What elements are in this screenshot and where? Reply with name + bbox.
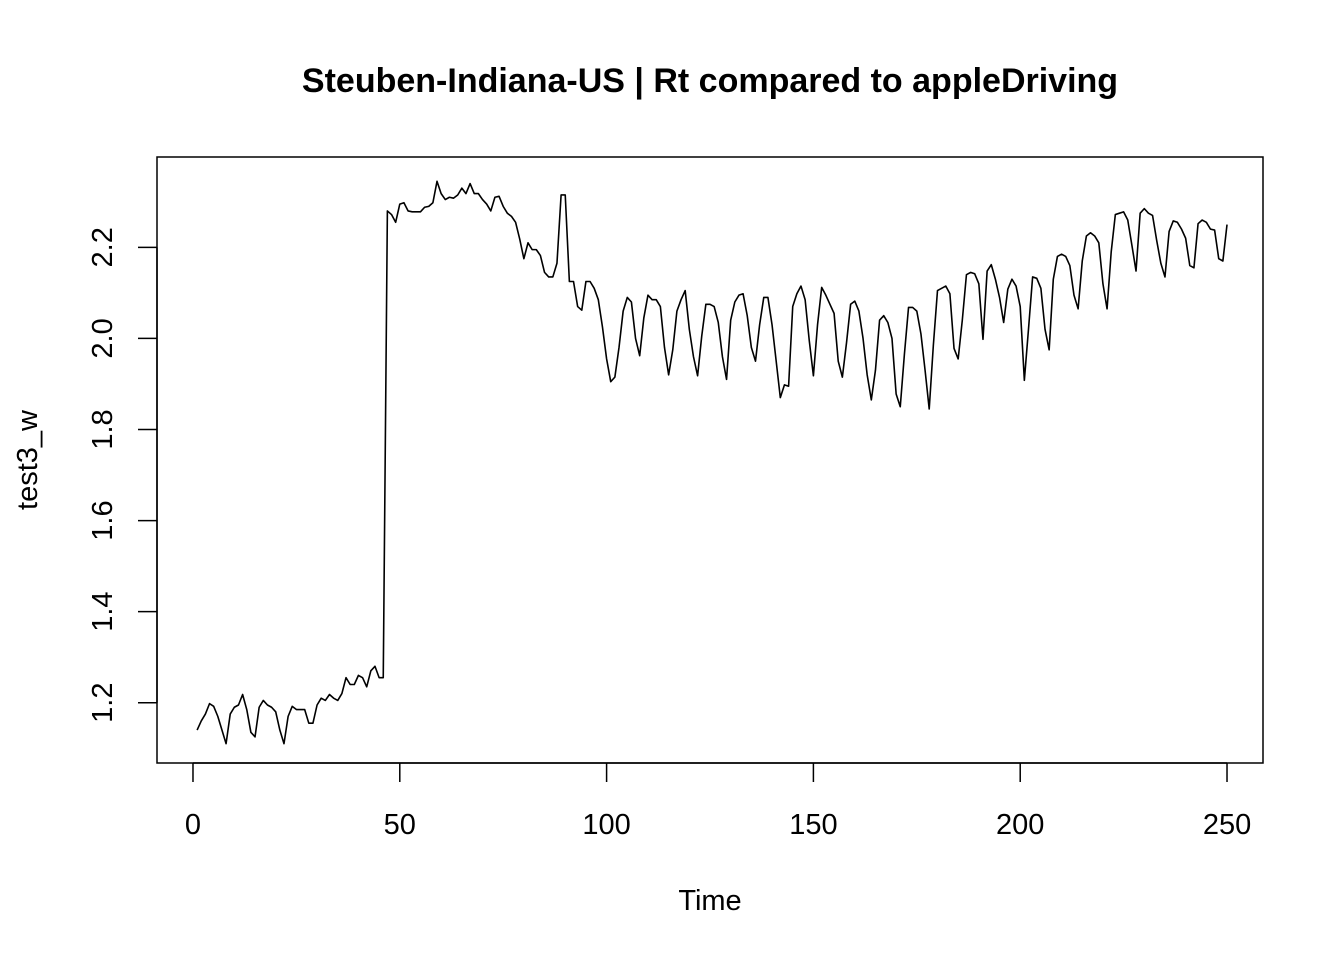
data-series-line xyxy=(196,180,1228,745)
x-tick-label: 150 xyxy=(789,809,837,841)
y-tick-label: 2.0 xyxy=(87,318,119,358)
plot-frame xyxy=(156,156,1264,764)
x-tick-label: 0 xyxy=(185,809,201,841)
y-axis: 1.2 1.4 1.6 1.8 2.0 2.2 xyxy=(87,227,158,723)
y-tick-label: 1.2 xyxy=(87,683,119,723)
y-axis-label: test3_w xyxy=(12,409,44,510)
y-tick-label: 1.8 xyxy=(87,409,119,449)
x-tick-label: 100 xyxy=(582,809,630,841)
x-tick-label: 250 xyxy=(1203,809,1251,841)
x-tick-label: 50 xyxy=(384,809,416,841)
y-tick-label: 2.2 xyxy=(87,227,119,267)
y-tick-label: 1.6 xyxy=(87,500,119,540)
y-tick-label: 1.4 xyxy=(87,591,119,631)
x-axis: 0 50 100 150 200 250 xyxy=(185,762,1251,841)
chart-title: Steuben-Indiana-US | Rt compared to appl… xyxy=(302,62,1118,100)
x-tick-label: 200 xyxy=(996,809,1044,841)
x-axis-label: Time xyxy=(678,885,741,917)
